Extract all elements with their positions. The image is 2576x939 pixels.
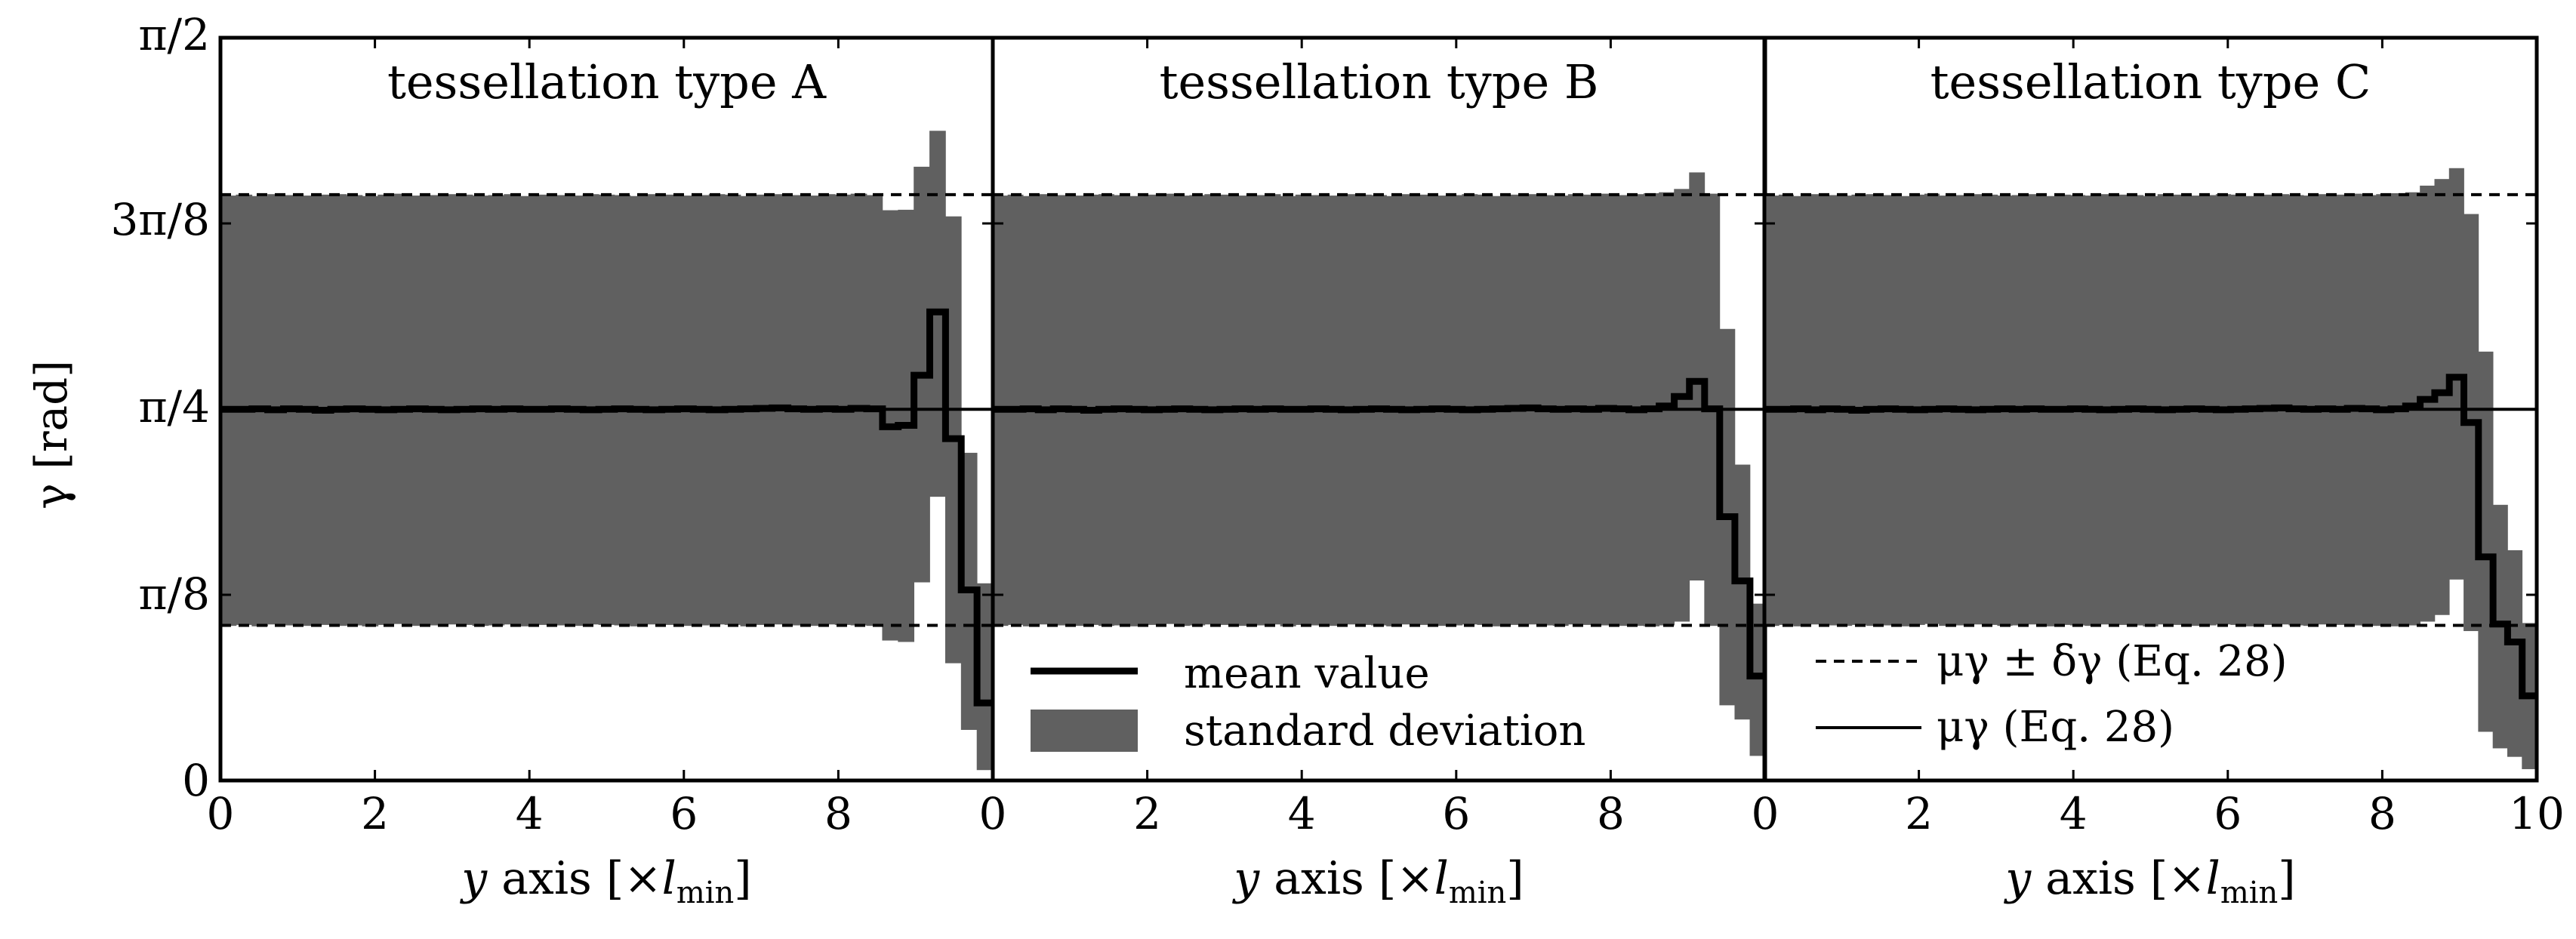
panel-a-x-tick-label: 2 bbox=[361, 788, 389, 839]
panel-b-mean-line bbox=[993, 377, 1765, 680]
panel-a-mean-line bbox=[220, 308, 993, 707]
y-tick-label-pi8: π/8 bbox=[138, 568, 210, 620]
y-tick-label-3pi8: 3π/8 bbox=[111, 194, 210, 245]
panel-b-x-tick-label: 4 bbox=[1288, 788, 1316, 839]
panel-c-x-tick-label: 4 bbox=[2060, 788, 2088, 839]
x-axis-label-text: axis [× bbox=[487, 852, 661, 905]
panel-c: 2 4 6 8 10 tessellation type C y axis [×lmin] bbox=[1762, 35, 2565, 910]
x-axis-label-close: ] bbox=[1506, 852, 1524, 905]
legend-std-swatch bbox=[1031, 710, 1138, 752]
x-axis-label-subscript: min bbox=[676, 876, 734, 910]
panel-c-x-tick-label: 10 bbox=[2509, 788, 2565, 839]
panel-b-x-tick-label: 6 bbox=[1442, 788, 1470, 839]
panel-a-title: tessellation type A bbox=[387, 54, 827, 109]
panel-a-x-axis-label: y axis [×lmin] bbox=[459, 852, 751, 910]
panel-b-title: tessellation type B bbox=[1160, 54, 1599, 109]
panel-c-x-tick-label: 8 bbox=[2368, 788, 2396, 839]
x-axis-label-close: ] bbox=[2278, 852, 2295, 905]
panel-b-std-bar bbox=[1734, 464, 1751, 720]
panel-b-x-tick-label: 0 bbox=[1752, 788, 1779, 839]
panel-b-std-bar bbox=[1689, 172, 1706, 581]
panel-a-plot-area bbox=[220, 131, 993, 771]
panel-a-x-tick-label: 6 bbox=[670, 788, 698, 839]
legend-right: μγ ± δγ (Eq. 28) μγ (Eq. 28) bbox=[1816, 637, 2288, 752]
legend-dashed-label: μγ ± δγ (Eq. 28) bbox=[1937, 637, 2288, 686]
panel-a-x-tick-label: 0 bbox=[979, 788, 1007, 839]
panel-c-title: tessellation type C bbox=[1930, 54, 2371, 109]
x-axis-label-var-y: y bbox=[1231, 852, 1260, 905]
panel-c-std-bar bbox=[2507, 550, 2523, 757]
panel-c-std-bar bbox=[2420, 185, 2436, 622]
panel-c-std-bar bbox=[2478, 351, 2494, 732]
panel-c-mean-line bbox=[1764, 374, 2537, 700]
panel-a: 0 2 4 6 8 0 tessellation type A y axis [×lmin] bbox=[207, 35, 1007, 910]
x-axis-label-var-l: l bbox=[662, 852, 676, 905]
panel-a-x-tick-label: 4 bbox=[516, 788, 544, 839]
legend-solid-label: μγ (Eq. 28) bbox=[1937, 703, 2174, 752]
x-axis-label-var-l: l bbox=[2206, 852, 2220, 905]
panel-c-x-axis-label: y axis [×lmin] bbox=[2003, 852, 2295, 910]
panel-b-plot-area bbox=[993, 172, 1765, 756]
x-axis-label-text: axis [× bbox=[2031, 852, 2205, 905]
panel-b-std-bar bbox=[1674, 189, 1690, 622]
x-axis-label-subscript: min bbox=[1449, 876, 1506, 910]
x-axis-label-text: axis [× bbox=[1259, 852, 1434, 905]
y-tick-label-pi4: π/4 bbox=[138, 381, 210, 433]
x-axis-label-subscript: min bbox=[2220, 876, 2278, 910]
legend-left: mean value standard deviation bbox=[1031, 649, 1585, 756]
x-axis-label-var-y: y bbox=[2003, 852, 2032, 905]
x-axis-label-close: ] bbox=[734, 852, 751, 905]
panel-c-x-tick-label: 6 bbox=[2214, 788, 2242, 839]
panel-b-x-tick-label: 2 bbox=[1133, 788, 1161, 839]
panel-b: 2 4 6 8 0 tessellation type B y axis [×lmin] bbox=[991, 35, 1779, 910]
panel-a-x-tick-label: 8 bbox=[824, 788, 852, 839]
panel-c-std-bar bbox=[2434, 179, 2450, 615]
x-axis-label-var-y: y bbox=[459, 852, 488, 905]
panel-b-x-tick-label: 8 bbox=[1597, 788, 1625, 839]
panel-c-plot-area bbox=[1764, 168, 2537, 769]
y-tick-label-0: 0 bbox=[182, 755, 210, 806]
y-axis-label: γ [rad] bbox=[26, 360, 77, 510]
y-tick-label-pi2: π/2 bbox=[138, 9, 210, 60]
panel-b-std-bar bbox=[1749, 603, 1765, 756]
panel-c-x-tick-label: 2 bbox=[1905, 788, 1933, 839]
panel-b-x-axis-label: y axis [×lmin] bbox=[1231, 852, 1524, 910]
legend-mean-label: mean value bbox=[1184, 649, 1430, 698]
panel-a-x-tick-label: 0 bbox=[207, 788, 235, 839]
panel-a-std-bar bbox=[976, 583, 993, 771]
legend-std-label: standard deviation bbox=[1184, 707, 1585, 756]
x-axis-label-var-l: l bbox=[1434, 852, 1449, 905]
